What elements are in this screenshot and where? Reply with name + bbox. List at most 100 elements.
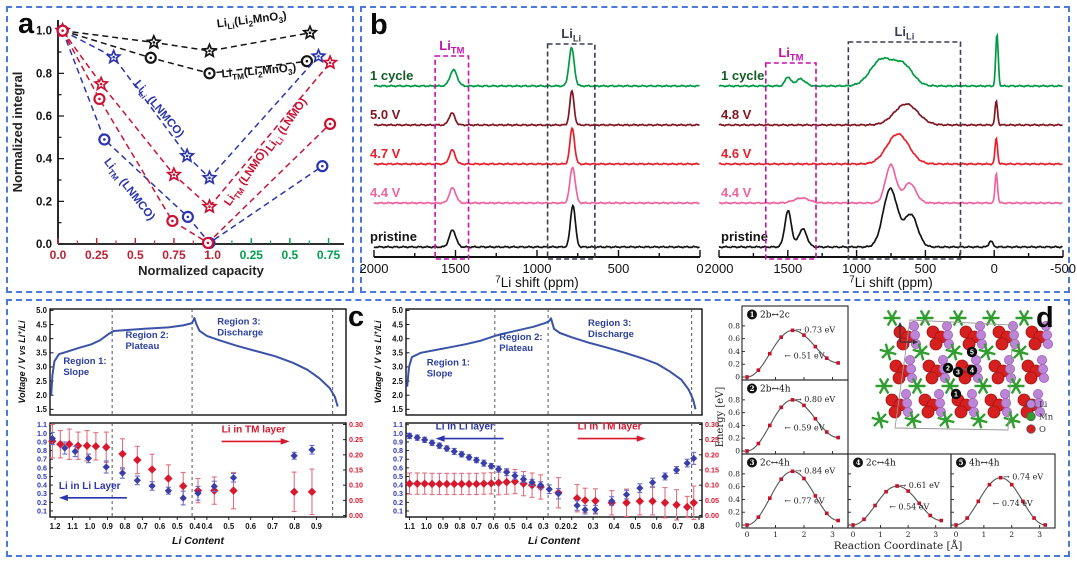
svg-text:2.5: 2.5 — [36, 377, 48, 386]
legend-swatch-o-icon — [1026, 424, 1036, 434]
svg-text:0.20: 0.20 — [705, 450, 719, 459]
svg-text:1.1: 1.1 — [393, 420, 403, 429]
svg-text:0.2: 0.2 — [36, 196, 52, 208]
svg-text:0.3: 0.3 — [37, 489, 47, 498]
svg-text:0.6: 0.6 — [728, 334, 740, 343]
svg-text:2c↔4h: 2c↔4h — [866, 459, 896, 469]
svg-text:1: 1 — [750, 310, 755, 319]
svg-text:0.8: 0.8 — [694, 522, 706, 531]
svg-text:500: 500 — [915, 261, 937, 276]
svg-text:Plateau: Plateau — [499, 343, 533, 354]
series-5 — [56, 24, 337, 250]
svg-text:3.0: 3.0 — [392, 363, 404, 372]
svg-text:0.2: 0.2 — [728, 508, 740, 517]
svg-text:0.5: 0.5 — [172, 522, 184, 531]
li-atom-icon — [933, 389, 944, 400]
svg-text:0.4: 0.4 — [37, 481, 47, 490]
trace-pristine — [718, 187, 1063, 249]
svg-text:2: 2 — [1009, 530, 1014, 539]
o-atom-icon — [991, 371, 1005, 385]
svg-text:Li Content: Li Content — [172, 535, 224, 547]
svg-text:0.05: 0.05 — [705, 496, 719, 505]
svg-text:0: 0 — [735, 373, 740, 382]
svg-text:0: 0 — [745, 530, 750, 539]
svg-text:0.9: 0.9 — [102, 522, 114, 531]
svg-text:-500: -500 — [1050, 261, 1076, 276]
svg-text:0.5: 0.5 — [37, 472, 47, 481]
svg-text:0: 0 — [851, 530, 856, 539]
site-badge-icon — [950, 388, 962, 400]
svg-text:2c↔4h: 2c↔4h — [760, 459, 790, 469]
svg-text:pristine: pristine — [721, 229, 768, 244]
svg-text:Li in Li layer: Li in Li layer — [436, 422, 494, 433]
svg-text:Li in TM layer: Li in TM layer — [222, 424, 286, 435]
svg-text:Region 3:: Region 3: — [588, 318, 631, 329]
svg-text:0.25: 0.25 — [85, 248, 109, 262]
svg-text:0.4: 0.4 — [521, 522, 533, 531]
svg-text:1.0: 1.0 — [421, 522, 433, 531]
svg-text:0: 0 — [735, 447, 740, 456]
o-atom-icon — [995, 337, 1009, 351]
o-atom-icon — [954, 405, 968, 419]
svg-text:7Li shift (ppm): 7Li shift (ppm) — [849, 274, 932, 290]
svg-text:3: 3 — [750, 458, 755, 467]
panel-d-letter: d — [1036, 302, 1054, 334]
svg-text:Reaction Coordinate [Å]: Reaction Coordinate [Å] — [834, 538, 963, 552]
trace-4.4 V — [718, 162, 1063, 205]
svg-text:← 0.51 eV: ← 0.51 eV — [784, 351, 824, 360]
svg-text:← 0.74 eV: ← 0.74 eV — [993, 499, 1033, 508]
badge-1-icon — [747, 309, 757, 320]
svg-text:0.3: 0.3 — [393, 489, 403, 498]
svg-text:→ 0.61 eV: → 0.61 eV — [900, 481, 940, 490]
svg-text:1: 1 — [981, 530, 986, 539]
svg-text:0.2: 0.2 — [393, 498, 403, 507]
svg-text:5: 5 — [970, 350, 974, 357]
svg-text:0.8: 0.8 — [454, 522, 466, 531]
neb-plot-3: 0 0.2 0.4 0.6 0.8 0 1 2 3 3 2c↔4h → 0.84 eV ← 0.77 e… — [728, 453, 849, 539]
svg-text:4h↔4h: 4h↔4h — [969, 459, 1000, 469]
li-atom-icon — [905, 364, 916, 375]
o-atom-icon — [921, 405, 935, 419]
li-atom-icon — [942, 329, 953, 340]
svg-text:→ 0.80 eV: → 0.80 eV — [795, 395, 835, 404]
svg-text:0.00: 0.00 — [349, 511, 363, 520]
svg-text:4: 4 — [970, 368, 974, 375]
svg-text:0.1: 0.1 — [37, 506, 47, 515]
svg-text:LiLi: LiLi — [894, 24, 914, 42]
legend-label: Mn — [1039, 413, 1054, 423]
panel-a-letter: a — [18, 8, 35, 40]
svg-text:1500: 1500 — [441, 261, 470, 276]
svg-text:1.1: 1.1 — [67, 522, 79, 531]
svg-text:Discharge: Discharge — [588, 329, 634, 340]
panel-c-right-chart: 1.5 2.0 2.5 3.0 3.5 4.0 4.5 5.0 Voltage / V vs L… — [373, 306, 719, 547]
svg-text:4.5: 4.5 — [36, 320, 48, 329]
svg-text:0.4: 0.4 — [728, 421, 740, 430]
svg-text:2b↔4h: 2b↔4h — [760, 385, 791, 395]
svg-text:0.1: 0.1 — [393, 506, 403, 515]
svg-text:0.8: 0.8 — [37, 446, 47, 455]
svg-text:0.7: 0.7 — [471, 522, 482, 531]
li-atom-icon — [934, 398, 945, 409]
svg-text:Energy [eV]: Energy [eV] — [715, 387, 726, 448]
svg-text:Region 1:: Region 1: — [63, 356, 106, 367]
svg-text:LiTM: LiTM — [778, 45, 803, 63]
svg-text:0.7: 0.7 — [37, 455, 47, 464]
svg-text:1.5: 1.5 — [392, 405, 404, 414]
svg-text:0.5: 0.5 — [504, 522, 516, 531]
legend-swatch-mn-icon — [1026, 411, 1036, 422]
trace-1 cycle — [373, 46, 700, 88]
svg-text:0.75: 0.75 — [162, 248, 186, 262]
li-atom-icon — [1038, 373, 1049, 384]
svg-text:0.9: 0.9 — [311, 522, 323, 531]
li-atom-icon — [1034, 407, 1045, 418]
panel-c-left-chart: 1.5 2.0 2.5 3.0 3.5 4.0 4.5 5.0 Voltage / V vs L… — [17, 306, 363, 547]
svg-text:0.25: 0.25 — [705, 435, 719, 444]
legend-label: Li — [1039, 400, 1048, 410]
svg-text:4.0: 4.0 — [36, 334, 48, 343]
svg-text:0.8: 0.8 — [728, 469, 740, 478]
svg-text:LiLi(Li2MnO3): LiLi(Li2MnO3) — [216, 10, 288, 33]
svg-text:0.6: 0.6 — [651, 522, 663, 531]
svg-text:0.6: 0.6 — [37, 463, 47, 472]
trace-4.4 V — [373, 166, 700, 205]
neb-plot-5: 0 1 2 3 5 4h↔4h→ 0.74 eV ← 0.74 eV — [950, 453, 1056, 539]
